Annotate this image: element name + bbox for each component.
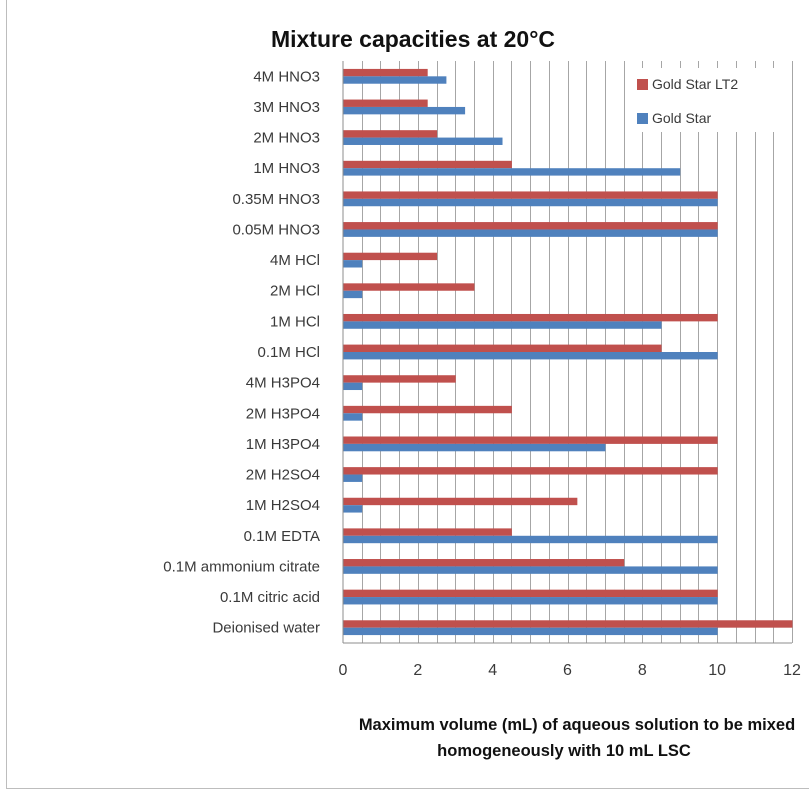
x-tick-label: 2 [413,662,422,679]
bar-gold-star-2m-hcl [343,290,363,299]
x-tick-label: 4 [488,662,497,679]
bar-gold-star-0-1m-ammonium-citrate [343,566,718,574]
bar-gold-star-1m-hcl [343,321,662,329]
legend-label: Gold Star [652,110,711,126]
category-label: 1M H3PO4 [246,436,320,453]
bar-gold-star-lt2-0-05m-hno3 [343,222,718,230]
bar-gold-star-lt2-deionised-water [343,620,793,628]
bar-gold-star-2m-h3po4 [343,413,363,421]
category-label: 0.35M HNO3 [232,191,320,208]
bar-gold-star-0-35m-hno3 [343,198,718,207]
bar-gold-star-0-1m-citric-acid [343,597,718,605]
legend-swatch [637,113,648,124]
bar-gold-star-4m-hcl [343,260,363,268]
x-tick-label: 8 [638,662,647,679]
x-tick-labels: 0 2 4 6 8 10 12 [339,662,801,679]
category-label: 1M HNO3 [253,160,320,177]
bar-gold-star-lt2-0-35m-hno3 [343,191,718,199]
category-label: 1M H2SO4 [246,497,320,514]
legend-background [630,68,782,132]
bar-gold-star-4m-h3po4 [343,382,363,391]
category-label: 2M HNO3 [253,130,320,147]
x-axis-label-line-2: homogeneously with 10 mL LSC [437,742,691,760]
bar-gold-star-lt2-2m-h3po4 [343,405,512,414]
legend-entries: Gold Star LT2 Gold Star [637,76,738,126]
category-label: 0.1M ammonium citrate [163,558,320,575]
bar-gold-star-lt2-1m-hno3 [343,160,512,169]
bar-gold-star-0-1m-hcl [343,352,718,360]
bar-gold-star-lt2-4m-hcl [343,252,438,261]
plot-area [342,61,793,644]
bar-gold-star-lt2-1m-h2so4 [343,497,578,506]
bar-gold-star-2m-hno3 [343,137,503,145]
category-label: 2M H3PO4 [246,405,320,422]
bar-gold-star-4m-hno3 [343,76,447,84]
category-label: 4M H3PO4 [246,375,320,392]
category-label: 2M H2SO4 [246,467,320,484]
bar-gold-star-lt2-4m-h3po4 [343,375,456,383]
x-tick-label: 12 [783,662,801,679]
x-tick-label: 6 [563,662,572,679]
category-label: Deionised water [212,620,320,637]
category-label: 0.1M HCl [257,344,320,361]
category-label: 4M HNO3 [253,68,320,85]
bar-gold-star-2m-h2so4 [343,474,363,482]
bars [343,68,793,636]
category-label: 4M HCl [270,252,320,269]
bar-gold-star-lt2-0-1m-ammonium-citrate [343,559,625,567]
x-tick-label: 10 [708,662,726,679]
bar-gold-star-3m-hno3 [343,106,466,115]
bar-gold-star-lt2-2m-hcl [343,283,475,291]
bar-gold-star-lt2-3m-hno3 [343,99,428,107]
legend-swatch [637,79,648,90]
chart-title: Mixture capacities at 20°C [271,26,555,52]
category-labels: 4M HNO3 3M HNO3 2M HNO3 1M HNO3 0.35M HNO3 0.… [163,68,320,636]
bar-gold-star-lt2-1m-hcl [343,313,718,322]
bar-gold-star-lt2-0-1m-edta [343,528,512,536]
bar-gold-star-lt2-1m-h3po4 [343,436,718,444]
bar-gold-star-1m-hno3 [343,168,681,176]
category-label: 2M HCl [270,283,320,300]
bar-gold-star-deionised-water [343,627,718,636]
category-label: 1M HCl [270,313,320,330]
bar-gold-star-lt2-4m-hno3 [343,68,428,77]
bar-gold-star-1m-h2so4 [343,505,363,513]
bar-gold-star-0-05m-hno3 [343,229,718,237]
category-label: 0.1M citric acid [220,589,320,606]
category-label: 0.05M HNO3 [232,221,320,238]
bar-gold-star-lt2-0-1m-citric-acid [343,589,718,598]
category-label: 0.1M EDTA [244,528,320,545]
category-label: 3M HNO3 [253,99,320,116]
bar-gold-star-lt2-2m-hno3 [343,130,438,138]
bar-gold-star-lt2-2m-h2so4 [343,467,718,475]
bar-gold-star-1m-h3po4 [343,443,606,452]
bar-gold-star-lt2-0-1m-hcl [343,344,662,352]
x-axis-label-line-1: Maximum volume (mL) of aqueous solution … [359,716,795,734]
bar-gold-star-0-1m-edta [343,535,718,544]
legend: Gold Star LT2 Gold Star [630,68,782,132]
x-tick-label: 0 [339,662,348,679]
legend-label: Gold Star LT2 [652,76,738,92]
